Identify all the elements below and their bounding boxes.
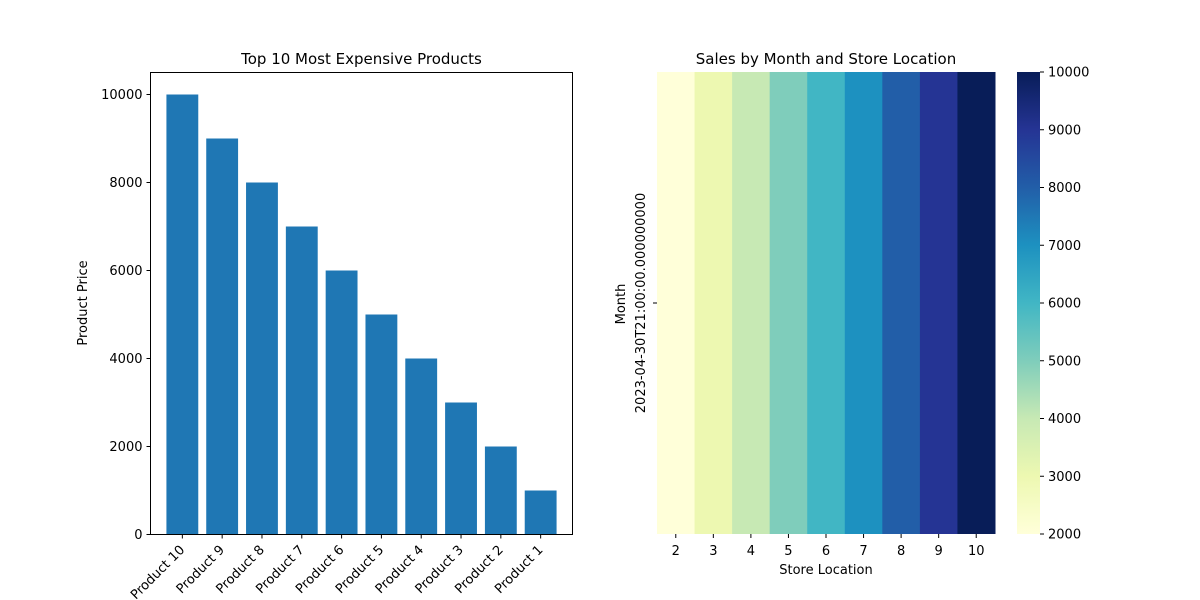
colorbar-tick-label: 5000 [1048,354,1081,369]
heatmap-x-tick-label: 3 [709,544,717,559]
heatmap-cell [957,72,996,534]
heatmap-title: Sales by Month and Store Location [696,50,957,68]
bar [285,226,318,535]
heatmap-y-axis-label: Month [614,284,629,325]
bar-chart-title: Top 10 Most Expensive Products [240,50,482,68]
heatmap-cell [844,72,883,534]
heatmap-cells [657,72,996,534]
bar-y-tick-label: 0 [134,528,142,543]
colorbar-tick-label: 3000 [1048,470,1081,485]
heatmap-cell [657,72,696,534]
bar-y-tick-label: 2000 [109,440,142,455]
colorbar [1017,72,1040,534]
heatmap-x-tick-label: 7 [859,544,867,559]
bar [166,94,199,535]
heatmap-chart: Sales by Month and Store Location Store … [614,50,1089,578]
bar-y-tick-label: 8000 [109,176,142,191]
bar [445,402,477,535]
bar [246,182,278,535]
bar-y-tick-label: 4000 [109,352,142,367]
colorbar-tick-label: 7000 [1048,239,1081,254]
colorbar-tick-label: 8000 [1048,181,1081,196]
colorbar-ticks: 2000 3000 4000 5000 6000 7000 8000 9000 10000 [1040,66,1089,543]
bar-y-tick-label: 10000 [101,88,142,103]
bar [325,270,358,535]
bar-chart: Top 10 Most Expensive Products Product P… [76,50,573,600]
heatmap-cell [882,72,921,534]
colorbar-tick-label: 9000 [1048,123,1081,138]
bar-y-tick-label: 6000 [109,264,142,279]
bar-plot-frame [150,72,573,535]
bar-chart-y-axis-label: Product Price [76,260,91,345]
bar [405,358,438,535]
heatmap-x-tick-label: 4 [747,544,755,559]
heatmap-x-tick-label: 2 [672,544,680,559]
colorbar-tick-label: 6000 [1048,297,1081,312]
heatmap-x-tick-label: 9 [935,544,943,559]
heatmap-x-axis-label: Store Location [779,563,872,578]
bar-y-ticks: 0 2000 4000 6000 8000 10000 [101,88,151,543]
heatmap-cell [769,72,808,534]
heatmap-y-ticks: 2023-04-30T21:00:00.000000000 [634,193,657,413]
heatmap-x-tick-label: 5 [784,544,792,559]
bar [484,446,517,535]
heatmap-y-tick-label: 2023-04-30T21:00:00.000000000 [634,193,649,413]
heatmap-x-ticks: 2 3 4 5 6 7 8 9 10 [672,534,985,559]
bar [524,490,557,535]
heatmap-cell [732,72,771,534]
bar [365,314,398,535]
bar-series [166,94,557,535]
heatmap-x-tick-label: 8 [897,544,905,559]
heatmap-cell [919,72,958,534]
colorbar-tick-label: 4000 [1048,412,1081,427]
heatmap-x-tick-label: 10 [968,544,985,559]
heatmap-cell [694,72,733,534]
heatmap-x-tick-label: 6 [822,544,830,559]
colorbar-tick-label: 2000 [1048,528,1081,543]
heatmap-cell [807,72,846,534]
colorbar-tick-label: 10000 [1048,66,1089,81]
bar [206,138,239,535]
